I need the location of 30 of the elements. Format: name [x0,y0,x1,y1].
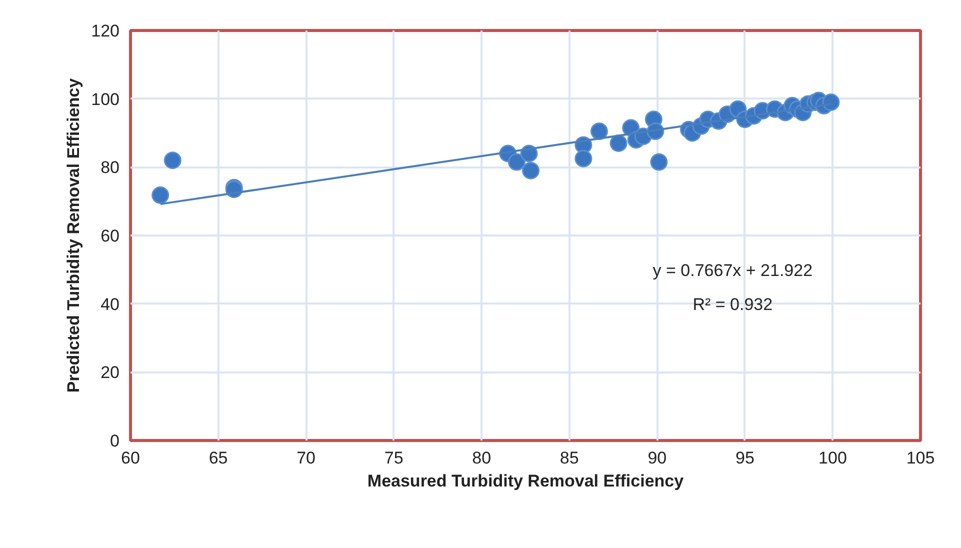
point [822,94,840,111]
annotation: y = 0.7667x + 21.922 [652,260,813,280]
y-tick-label: 80 [100,158,120,178]
point [650,153,668,171]
y-axis-title: Predicted Turbidity Removal Efficiency [64,78,84,393]
x-axis-title: Measured Turbidity Removal Efficiency [367,472,684,490]
x-tick-label: 85 [560,448,579,468]
y-tick-label: 100 [91,90,120,109]
x-tick-label: 65 [208,448,228,468]
x-tick-label: 70 [296,448,316,468]
y-tick-label: 20 [100,363,120,382]
x-tick-label: 90 [648,448,667,468]
annotation: R² = 0.932 [692,295,773,314]
y-tick-label: 120 [91,22,120,40]
point [574,150,592,168]
y-tick-label: 60 [100,226,120,246]
y-tick-label: 0 [110,432,120,450]
x-tick-label: 60 [121,448,140,468]
x-tick-label: 95 [735,448,754,468]
point [590,122,608,140]
x-tick-label: 80 [472,448,492,468]
point [152,186,170,204]
point [164,152,182,170]
x-tick-label: 75 [384,448,404,468]
point [522,162,540,180]
x-tick-label: 105 [906,448,935,468]
point [610,134,628,152]
y-tick-label: 40 [100,294,120,314]
x-tick-label: 100 [818,448,847,468]
point [508,153,526,171]
